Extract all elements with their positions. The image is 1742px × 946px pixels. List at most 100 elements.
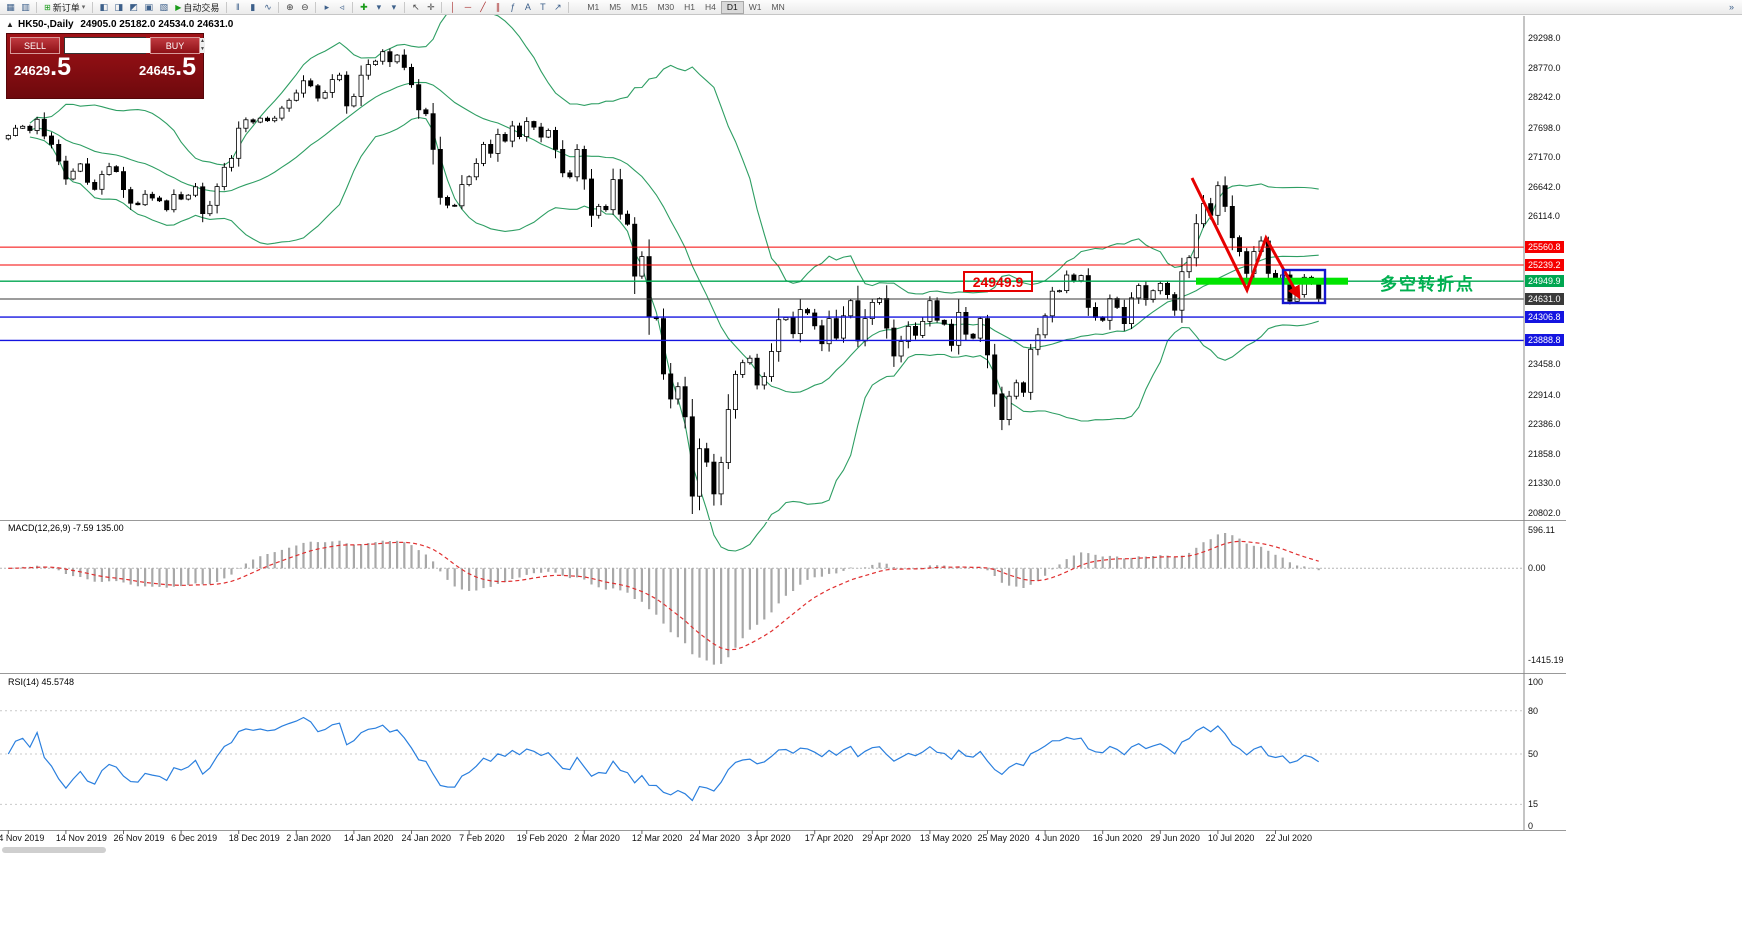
navigator-icon[interactable]: ◩ [129,1,138,12]
terminal-icon[interactable]: ▣ [144,1,153,12]
volume-box: ▲ ▼ [64,37,205,54]
chart-shift-icon[interactable]: ◃ [339,1,345,12]
auto-trading-button[interactable]: ▶ 自动交易 [171,1,223,14]
price-callout[interactable]: 24949.9 [963,271,1033,292]
date-label: 12 Mar 2020 [631,833,683,843]
date-label: 4 Jun 2020 [1035,833,1080,843]
cursor-icon[interactable]: ↖ [412,1,420,12]
equidistant-channel-icon[interactable]: ∥ [495,1,501,12]
toolbar-separator [441,1,443,13]
date-label: 29 Apr 2020 [862,833,911,843]
timeframe-m30-button[interactable]: M30 [657,1,675,12]
fibonacci-icon[interactable]: ƒ [510,2,516,12]
date-label: 3 Apr 2020 [747,833,791,843]
toolbar-separator [278,1,280,13]
timeframe-m5-button[interactable]: M5 [609,1,622,12]
price-badge: 24631.0 [1525,292,1564,305]
chart-profiles-icon[interactable]: ▥ [21,1,30,12]
date-label: 16 Jun 2020 [1092,833,1143,843]
buy-price[interactable]: 24645.5 [138,55,196,80]
periods-icon[interactable]: ▾ [376,1,382,12]
date-label: 19 Feb 2020 [516,833,568,843]
line-chart-icon[interactable]: ∿ [264,1,272,12]
arrows-icon[interactable]: ↗ [554,1,562,12]
price-badge: 25560.8 [1525,241,1564,254]
date-label: 13 May 2020 [919,833,972,843]
rsi-scale-label: 100 [1528,677,1544,687]
candlestick-chart-icon[interactable]: ▮ [250,1,256,12]
oneclick-toggle-icon[interactable]: ▲ [6,20,14,29]
caret-down-icon: ▾ [81,4,86,11]
new-order-button-label: 新订单 [52,2,80,13]
crosshair-icon[interactable]: ✛ [427,1,435,12]
timeframe-mn-button[interactable]: MN [771,1,785,12]
macd-values: -7.59 135.00 [73,523,124,533]
turning-point-label[interactable]: 多空转折点 [1380,275,1475,294]
templates-icon[interactable]: ▾ [391,1,397,12]
macd-scale-label: 596.11 [1528,524,1555,535]
price-scale-label: 27170.0 [1528,152,1561,163]
date-label: 7 Feb 2020 [459,833,505,843]
vertical-line-icon[interactable]: │ [450,2,456,12]
new-order-button[interactable]: ⊞ 新订单 ▾ [40,1,89,14]
text-icon[interactable]: A [524,2,531,12]
rsi-line [7,716,1320,802]
auto-scroll-icon[interactable]: ▸ [324,1,330,12]
timeframe-group: M1 M5 M15 M30 H1 H4 D1 W1 MN [582,0,789,14]
price-badge: 24949.9 [1525,275,1564,288]
market-watch-icon[interactable]: ◧ [99,1,108,12]
timeframe-w1-button[interactable]: W1 [748,1,762,12]
chart-scrollbar-thumb[interactable] [2,847,106,853]
price-scale-label: 20802.0 [1528,507,1561,518]
strategy-tester-icon[interactable]: ▧ [159,1,168,12]
date-label: 14 Jan 2020 [343,833,394,843]
sell-price[interactable]: 24629.5 [14,55,71,80]
data-window-icon[interactable]: ◨ [114,1,123,12]
price-badge: 24306.8 [1525,311,1564,324]
new-chart-icon[interactable]: ▦ [6,1,15,12]
date-label: 24 Jan 2020 [401,833,452,843]
toolbar-overflow-icon[interactable]: » [1728,2,1734,12]
rsi-scale-label: 15 [1528,799,1539,810]
auto-trading-button-icon: ▶ [175,2,182,12]
new-order-button-icon: ⊞ [44,2,51,12]
consolidation-rect [1281,268,1327,305]
text-label-icon[interactable]: T [540,2,546,12]
bollinger-middle [29,81,1319,393]
chart-ohlc: 24905.0 25182.0 24534.0 24631.0 [80,19,234,30]
timeframe-d1-button[interactable]: D1 [720,0,744,14]
timeframe-h1-button[interactable]: H1 [684,1,695,12]
buy-price-main: 24645 [138,63,176,78]
buy-button[interactable]: BUY [150,37,200,54]
bollinger-upper [29,4,1319,295]
sell-button[interactable]: SELL [10,37,60,54]
date-label: 22 Jul 2020 [1265,833,1313,843]
price-scale-label: 22386.0 [1528,419,1561,430]
horizontal-line-icon[interactable]: ─ [464,2,472,12]
price-badge: 23888.8 [1525,334,1564,347]
price-scale-label: 27698.0 [1528,122,1561,133]
date-label: 2 Jan 2020 [286,833,331,843]
timeframe-h4-button[interactable]: H4 [705,1,716,12]
rsi-scale-label: 50 [1528,749,1539,759]
zoom-out-icon[interactable]: ⊖ [301,1,309,12]
date-label: 25 May 2020 [977,833,1030,843]
trendline-icon[interactable]: ╱ [480,1,486,12]
price-scale-label: 28770.0 [1528,62,1561,73]
rsi-scale-label: 80 [1528,705,1539,716]
indicators-icon[interactable]: ✚ [360,1,368,12]
zoom-in-icon[interactable]: ⊕ [286,1,294,12]
date-label: 10 Jul 2020 [1207,833,1255,843]
price-scale-label: 21330.0 [1528,478,1561,489]
price-badge: 25239.2 [1525,259,1564,272]
volume-up-icon[interactable]: ▲ [200,38,205,46]
timeframe-m15-button[interactable]: M15 [631,1,648,12]
macd-scale-label: -1415.19 [1528,655,1564,666]
toolbar-separator [352,1,354,13]
rsi-value: 45.5748 [41,677,75,687]
bar-chart-icon[interactable]: ‖ [236,2,240,12]
price-scale-label: 26114.0 [1528,211,1560,222]
volume-down-icon[interactable]: ▼ [200,45,205,53]
timeframe-m1-button[interactable]: M1 [587,1,600,12]
